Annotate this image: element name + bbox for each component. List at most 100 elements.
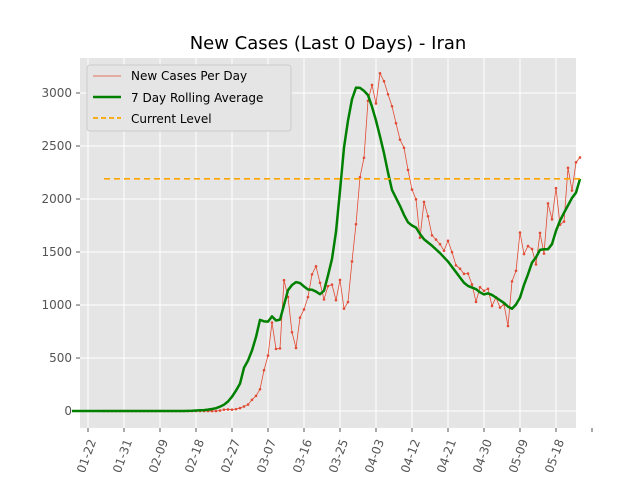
new-cases-point bbox=[350, 260, 354, 263]
new-cases-point bbox=[362, 156, 366, 160]
new-cases-point bbox=[370, 83, 374, 87]
new-cases-point bbox=[310, 273, 314, 276]
series-layer bbox=[72, 71, 582, 413]
new-cases-point bbox=[478, 285, 482, 289]
new-cases-point bbox=[270, 321, 274, 324]
new-cases-point bbox=[378, 71, 382, 75]
new-cases-point bbox=[214, 409, 218, 413]
new-cases-point bbox=[410, 188, 414, 191]
new-cases-point bbox=[262, 368, 266, 372]
new-cases-point bbox=[334, 298, 338, 302]
new-cases-point bbox=[338, 278, 342, 282]
new-cases-point bbox=[394, 121, 398, 125]
new-cases-point bbox=[486, 287, 490, 291]
new-cases-point bbox=[570, 189, 574, 192]
new-cases-point bbox=[506, 324, 510, 328]
new-cases-point bbox=[318, 281, 322, 285]
new-cases-point bbox=[490, 304, 494, 308]
legend-label-new-cases: New Cases Per Day bbox=[131, 69, 247, 83]
new-cases-point bbox=[390, 104, 394, 108]
new-cases-point bbox=[530, 247, 534, 251]
new-cases-point bbox=[322, 298, 326, 301]
new-cases-point bbox=[386, 92, 390, 96]
new-cases-point bbox=[514, 269, 518, 273]
new-cases-point bbox=[550, 218, 554, 221]
new-cases-point bbox=[302, 308, 306, 311]
new-cases-point bbox=[574, 161, 578, 164]
new-cases-point bbox=[466, 272, 470, 275]
new-cases-point bbox=[242, 405, 246, 408]
new-cases-point bbox=[282, 278, 286, 282]
y-tick-label: 1500 bbox=[41, 245, 72, 259]
new-cases-point bbox=[462, 272, 466, 276]
new-cases-point bbox=[414, 198, 418, 201]
new-cases-point bbox=[434, 238, 438, 241]
y-tick-label: 3000 bbox=[41, 86, 72, 100]
new-cases-point bbox=[266, 354, 270, 357]
new-cases-point bbox=[210, 409, 214, 413]
y-tick-label: 2500 bbox=[41, 139, 72, 153]
new-cases-point bbox=[306, 295, 310, 299]
new-cases-point bbox=[382, 79, 386, 83]
new-cases-point bbox=[294, 346, 298, 350]
y-tick-label: 0 bbox=[64, 404, 72, 418]
new-cases-point bbox=[522, 252, 526, 256]
new-cases-point bbox=[454, 264, 458, 267]
legend: New Cases Per Day 7 Day Rolling Average … bbox=[86, 64, 292, 132]
new-cases-point bbox=[326, 284, 330, 288]
new-cases-point bbox=[354, 222, 358, 226]
new-cases-point bbox=[442, 249, 446, 253]
new-cases-point bbox=[554, 186, 558, 190]
new-cases-point bbox=[238, 406, 242, 410]
new-cases-point bbox=[546, 202, 550, 205]
y-axis-ticks: 0 500 1000 1500 2000 2500 3000 bbox=[41, 86, 80, 418]
new-cases-point bbox=[398, 138, 402, 141]
new-cases-point bbox=[246, 403, 250, 406]
new-cases-point bbox=[254, 394, 258, 398]
new-cases-point bbox=[518, 231, 522, 234]
new-cases-point bbox=[538, 231, 542, 235]
new-cases-point bbox=[374, 102, 378, 105]
new-cases-point bbox=[218, 409, 222, 412]
new-cases-point bbox=[226, 408, 230, 411]
y-tick-label: 500 bbox=[49, 351, 72, 365]
new-cases-point bbox=[358, 175, 362, 179]
legend-label-rolling-average: 7 Day Rolling Average bbox=[131, 91, 263, 105]
new-cases-point bbox=[446, 239, 450, 243]
new-cases-point bbox=[290, 330, 294, 334]
new-cases-point bbox=[534, 263, 538, 266]
new-cases-point bbox=[450, 250, 454, 254]
new-cases-point bbox=[526, 244, 530, 248]
new-cases-point bbox=[234, 407, 238, 411]
chart-title: New Cases (Last 0 Days) - Iran bbox=[190, 33, 467, 54]
legend-label-current-level: Current Level bbox=[131, 112, 212, 126]
new-cases-point bbox=[542, 252, 546, 255]
new-cases-point bbox=[406, 168, 410, 172]
new-cases-point bbox=[474, 300, 478, 304]
new-cases-point bbox=[418, 236, 422, 240]
new-cases-point bbox=[330, 283, 334, 286]
y-tick-label: 1000 bbox=[41, 298, 72, 312]
legend-box bbox=[86, 64, 292, 132]
new-cases-point bbox=[230, 408, 234, 411]
new-cases-point bbox=[402, 146, 406, 150]
new-cases-point bbox=[314, 265, 318, 268]
new-cases-point bbox=[426, 214, 430, 218]
new-cases-point bbox=[498, 306, 502, 309]
new-cases-point bbox=[510, 280, 514, 283]
new-cases-point bbox=[482, 289, 486, 293]
new-cases-point bbox=[298, 316, 302, 319]
new-cases-point bbox=[438, 242, 442, 246]
new-cases-point bbox=[578, 156, 582, 159]
new-cases-point bbox=[274, 347, 278, 351]
new-cases-point bbox=[566, 166, 570, 170]
new-cases-point bbox=[258, 388, 262, 391]
new-cases-point bbox=[470, 283, 474, 286]
new-cases-point bbox=[250, 398, 254, 402]
new-cases-point bbox=[430, 234, 434, 237]
new-cases-point bbox=[222, 408, 226, 411]
new-cases-point bbox=[562, 220, 566, 223]
new-cases-point bbox=[342, 307, 346, 310]
new-cases-point bbox=[278, 347, 282, 350]
